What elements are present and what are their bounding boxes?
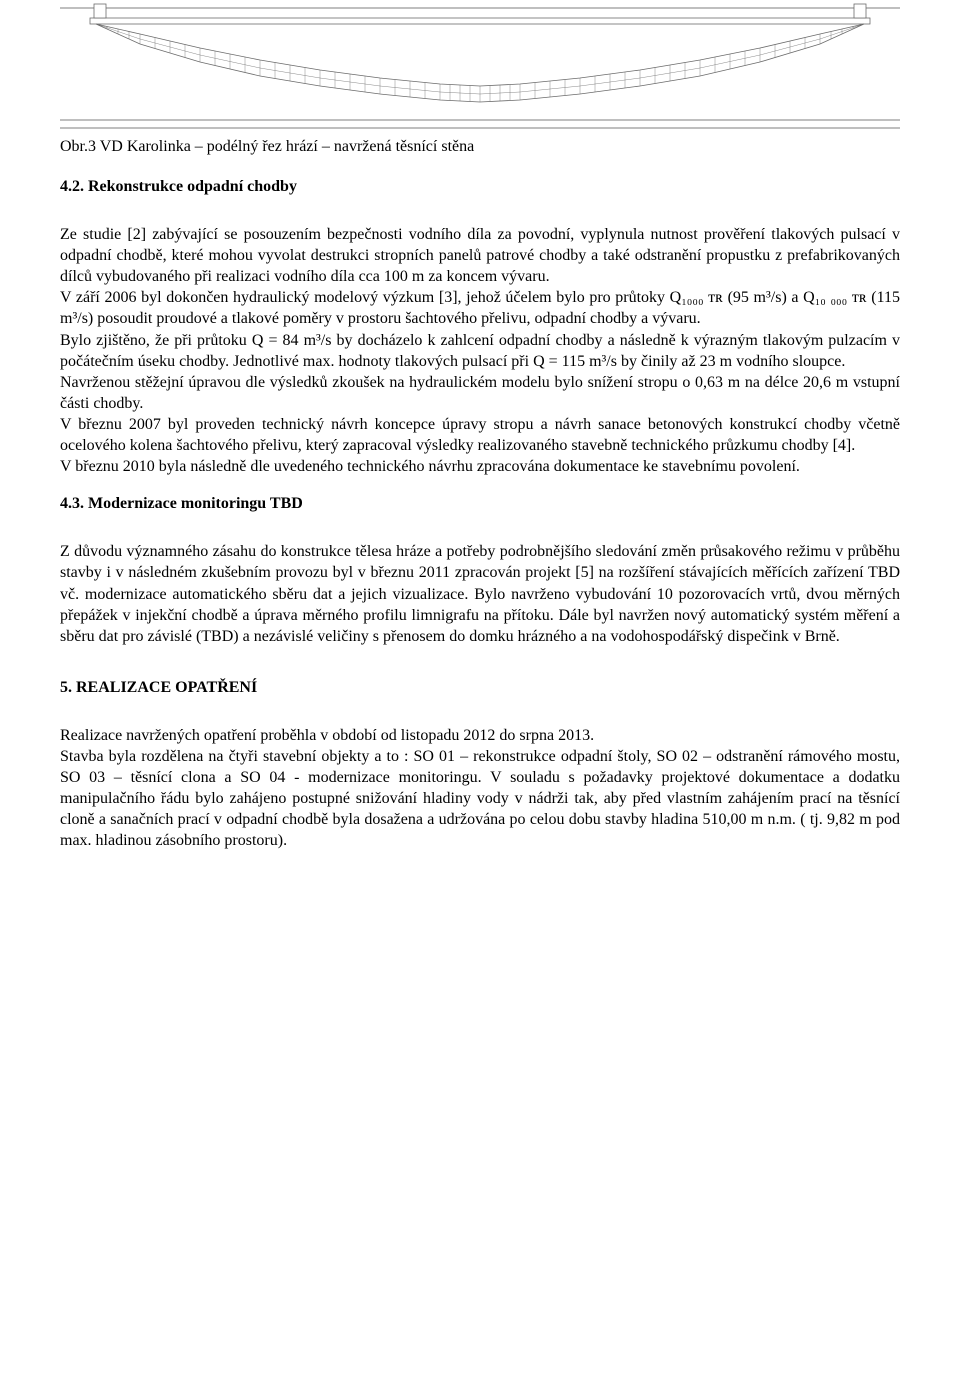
heading-4-3: 4.3. Modernizace monitoringu TBD bbox=[60, 495, 900, 513]
dam-section-diagram bbox=[60, 0, 900, 130]
paragraph: V září 2006 byl dokončen hydraulický mod… bbox=[60, 287, 900, 329]
paragraph: Stavba byla rozdělena na čtyři stavební … bbox=[60, 746, 900, 852]
figure-caption: Obr.3 VD Karolinka – podélný řez hrází –… bbox=[60, 138, 900, 156]
paragraph: Ze studie [2] zabývající se posouzením b… bbox=[60, 224, 900, 287]
paragraph: Bylo zjištěno, že při průtoku Q = 84 m³/… bbox=[60, 330, 900, 372]
spacer bbox=[60, 711, 900, 725]
paragraph: Z důvodu významného zásahu do konstrukce… bbox=[60, 541, 900, 647]
paragraph: Navrženou stěžejní úpravou dle výsledků … bbox=[60, 372, 900, 414]
dam-section-svg bbox=[60, 0, 900, 130]
spacer bbox=[60, 647, 900, 661]
spacer bbox=[60, 527, 900, 541]
spacer bbox=[60, 210, 900, 224]
paragraph: V březnu 2010 byla následně dle uvedenéh… bbox=[60, 456, 900, 477]
paragraph: V březnu 2007 byl proveden technický náv… bbox=[60, 414, 900, 456]
heading-5: 5. REALIZACE OPATŘENÍ bbox=[60, 679, 900, 697]
heading-4-2: 4.2. Rekonstrukce odpadní chodby bbox=[60, 178, 900, 196]
page: Obr.3 VD Karolinka – podélný řez hrází –… bbox=[0, 0, 960, 892]
paragraph: Realizace navržených opatření proběhla v… bbox=[60, 725, 900, 746]
